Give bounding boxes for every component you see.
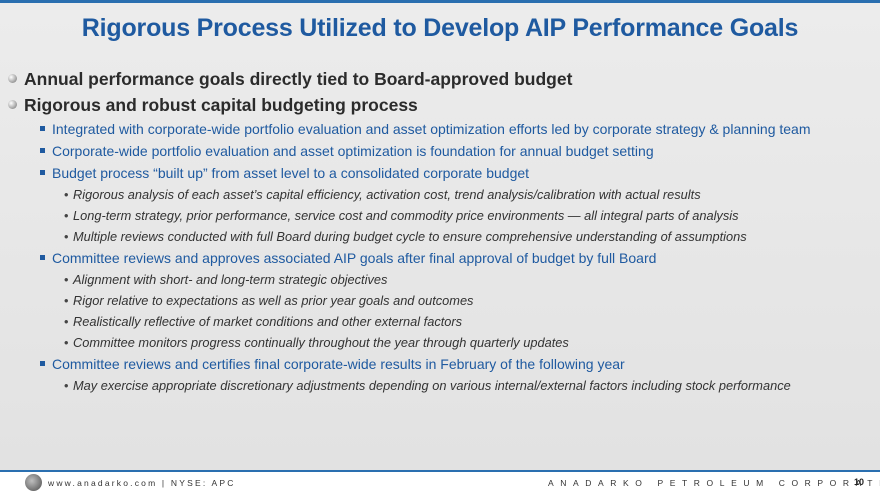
- page-number: 10: [854, 477, 865, 487]
- dot-bullet-icon: •: [64, 187, 69, 202]
- bullet-text: Integrated with corporate-wide portfolio…: [52, 121, 811, 137]
- footer: www.anadarko.com | NYSE: APC ANADARKO PE…: [0, 470, 880, 495]
- square-bullet-icon: [40, 255, 45, 260]
- slide-title: Rigorous Process Utilized to Develop AIP…: [81, 14, 799, 42]
- square-bullet-icon: [40, 361, 45, 366]
- bullet-level2: Corporate-wide portfolio evaluation and …: [40, 140, 880, 162]
- dot-bullet-icon: •: [64, 208, 69, 223]
- footer-website: www.anadarko.com | NYSE: APC: [48, 478, 236, 488]
- bullet-text: Realistically reflective of market condi…: [73, 314, 463, 329]
- bullet-level2: Budget process “built up” from asset lev…: [40, 162, 880, 184]
- square-bullet-icon: [40, 148, 45, 153]
- footer-rule: [0, 470, 880, 472]
- top-accent-rule: [0, 0, 880, 3]
- slide: Rigorous Process Utilized to Develop AIP…: [0, 0, 880, 470]
- sphere-bullet-icon: [8, 74, 17, 83]
- bullet-text: Rigor relative to expectations as well a…: [73, 293, 474, 308]
- bullet-text: Annual performance goals directly tied t…: [24, 69, 573, 89]
- bullet-level2: Integrated with corporate-wide portfolio…: [40, 118, 880, 140]
- bullet-text: Committee reviews and approves associate…: [52, 250, 657, 266]
- bullet-text: Rigorous and robust capital budgeting pr…: [24, 95, 418, 115]
- dot-bullet-icon: •: [64, 335, 69, 350]
- bullet-text: Rigorous analysis of each asset’s capita…: [73, 187, 701, 202]
- dot-bullet-icon: •: [64, 378, 69, 393]
- bullet-text: Alignment with short- and long-term stra…: [73, 272, 388, 287]
- dot-bullet-icon: •: [64, 293, 69, 308]
- bullet-level3: • Rigorous analysis of each asset’s capi…: [64, 184, 880, 205]
- square-bullet-icon: [40, 170, 45, 175]
- bullet-level3: • May exercise appropriate discretionary…: [64, 375, 880, 396]
- bullet-level3: • Rigor relative to expectations as well…: [64, 290, 880, 311]
- bullet-text: Multiple reviews conducted with full Boa…: [73, 229, 747, 244]
- bullet-text: May exercise appropriate discretionary a…: [73, 378, 791, 393]
- bullet-level3: • Realistically reflective of market con…: [64, 311, 880, 332]
- square-bullet-icon: [40, 126, 45, 131]
- dot-bullet-icon: •: [64, 314, 69, 329]
- dot-bullet-icon: •: [64, 272, 69, 287]
- sphere-bullet-icon: [8, 100, 17, 109]
- footer-company-name: ANADARKO PETROLEUM CORPORATION: [548, 478, 880, 488]
- bullet-text: Budget process “built up” from asset lev…: [52, 165, 530, 181]
- bullet-level1: Annual performance goals directly tied t…: [8, 66, 880, 92]
- bullet-level2: Committee reviews and approves associate…: [40, 247, 880, 269]
- bullet-level1: Rigorous and robust capital budgeting pr…: [8, 92, 880, 118]
- bullet-level3: • Long-term strategy, prior performance,…: [64, 205, 880, 226]
- anadarko-logo-icon: [25, 474, 42, 491]
- bullet-level3: • Multiple reviews conducted with full B…: [64, 226, 880, 247]
- bullet-text: Committee monitors progress continually …: [73, 335, 569, 350]
- bullet-text: Long-term strategy, prior performance, s…: [73, 208, 739, 223]
- dot-bullet-icon: •: [64, 229, 69, 244]
- bullet-text: Committee reviews and certifies final co…: [52, 356, 625, 372]
- bullet-level3: • Committee monitors progress continuall…: [64, 332, 880, 353]
- bullet-level3: • Alignment with short- and long-term st…: [64, 269, 880, 290]
- bullet-text: Corporate-wide portfolio evaluation and …: [52, 143, 654, 159]
- bullet-list: Annual performance goals directly tied t…: [0, 66, 880, 396]
- bullet-level2: Committee reviews and certifies final co…: [40, 353, 880, 375]
